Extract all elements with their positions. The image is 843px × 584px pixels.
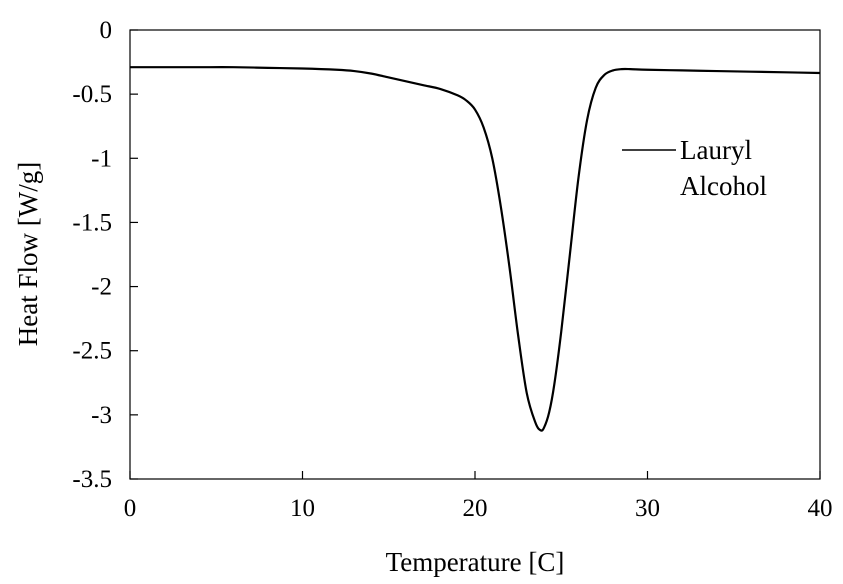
series-line-lauryl-alcohol (130, 66, 821, 432)
y-axis-title: Heat Flow [W/g] (13, 162, 43, 346)
x-tick-label: 30 (635, 495, 660, 522)
x-tick-label: 20 (463, 495, 488, 522)
plot-area-frame (129, 29, 821, 480)
x-axis-title: Temperature [C] (386, 547, 565, 577)
legend: Lauryl Alcohol (622, 135, 767, 201)
y-tick-label: 0 (100, 17, 113, 44)
x-tick-label: 0 (124, 495, 137, 522)
y-tick-label: -2.5 (72, 338, 112, 365)
y-tick-label: -2 (91, 274, 112, 301)
y-tick-label: -1 (91, 145, 112, 172)
y-tick-label: -0.5 (72, 81, 112, 108)
y-tick-label: -1.5 (72, 209, 112, 236)
x-axis-ticks: 0 10 20 30 40 (124, 471, 833, 522)
y-tick-label: -3 (91, 402, 112, 429)
legend-label-line-2: Alcohol (680, 171, 767, 201)
x-tick-label: 40 (808, 495, 833, 522)
x-tick-label: 10 (290, 495, 315, 522)
legend-label-line-1: Lauryl (680, 135, 752, 165)
y-tick-label: -3.5 (72, 466, 112, 493)
y-axis-ticks: 0 -0.5 -1 -1.5 -2 -2.5 -3 -3.5 (72, 17, 138, 493)
